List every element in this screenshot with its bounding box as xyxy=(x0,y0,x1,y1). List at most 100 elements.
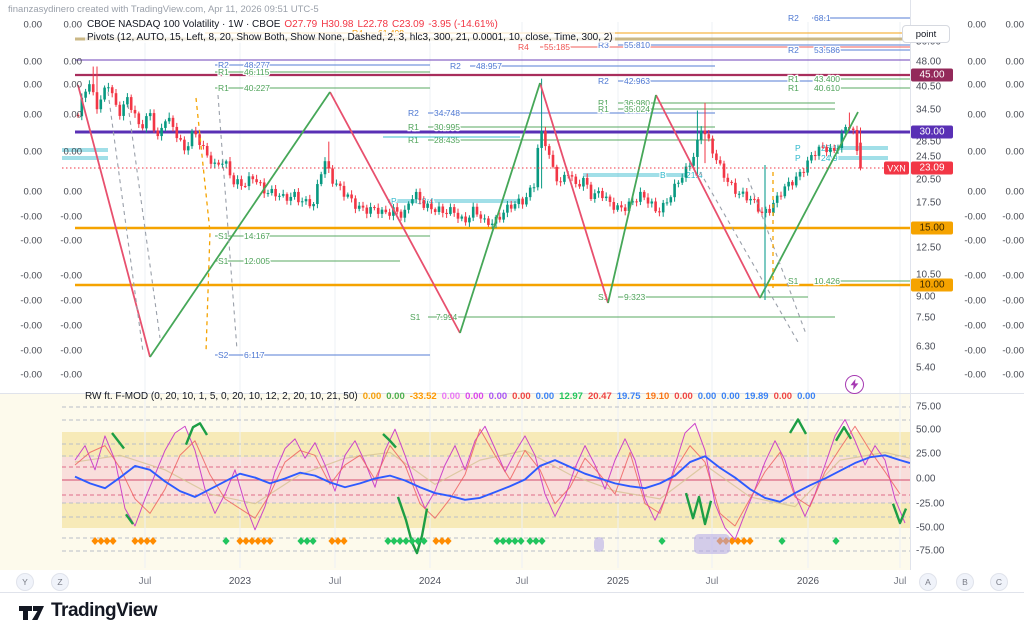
time-label: 2025 xyxy=(606,576,630,587)
fmod-indicator-values: 0.00 0.00 -33.52 0.00 0.00 0.00 0.00 0.00 12.97 2… xyxy=(358,391,816,402)
chart-bottom-border xyxy=(0,592,1024,593)
pivot-value: 12.005 xyxy=(244,256,270,266)
signal-diamond xyxy=(493,537,501,545)
pivot-value: 36.980 xyxy=(624,98,650,108)
scale-zero-value: -0.00 xyxy=(1002,320,1024,332)
scale-zero-value: -0.00 xyxy=(1002,270,1024,282)
price-level-badge: 30.00 xyxy=(911,125,953,139)
signal-diamond xyxy=(248,537,256,545)
pane-divider[interactable] xyxy=(0,393,1024,394)
pivot-label: R1 xyxy=(218,67,229,77)
signal-diamond xyxy=(91,537,99,545)
price-tick: 28.50 xyxy=(916,136,942,148)
scale-zero-value: 0.00 xyxy=(63,79,83,91)
price-tick: 10.50 xyxy=(916,269,942,281)
signal-diamond xyxy=(734,537,742,545)
timeframe-button-b[interactable]: B xyxy=(956,573,974,591)
indicator-value: 0.00 xyxy=(362,391,382,402)
indicator-value: 0.00 xyxy=(535,391,555,402)
pivot-value: 40.610 xyxy=(814,83,840,93)
scale-zero-value: 0.00 xyxy=(23,79,43,91)
pivot-label: R1 xyxy=(218,83,229,93)
flash-publish-icon[interactable] xyxy=(845,375,864,394)
indicator-line xyxy=(111,432,125,450)
signal-diamond xyxy=(432,537,440,545)
signal-diamond xyxy=(538,537,546,545)
pivot-label: B xyxy=(660,170,666,180)
price-scale-unit-button[interactable]: point xyxy=(902,25,950,43)
tradingview-logo[interactable]: TradingView xyxy=(18,600,158,622)
scale-zero-value: -0.00 xyxy=(20,345,42,357)
pivot-value: 9.323 xyxy=(624,292,646,302)
signal-blob xyxy=(594,537,604,552)
symbol-legend[interactable]: CBOE NASDAQ 100 Volatility · 1W · CBOE O2… xyxy=(85,19,500,30)
watermark: finanzasydinero created with TradingView… xyxy=(8,4,319,15)
pivot-value: 40.227 xyxy=(244,83,270,93)
scale-zero-value: 0.00 xyxy=(63,56,83,68)
scale-zero-value: -0.00 xyxy=(20,295,42,307)
pivot-value: 53.586 xyxy=(814,45,840,55)
signal-diamond xyxy=(143,537,151,545)
pivot-value: 14.167 xyxy=(244,231,270,241)
time-label: 2023 xyxy=(228,576,252,587)
pivot-label: R2 xyxy=(788,13,799,23)
indicator-tick: 75.00 xyxy=(916,401,942,413)
price-level-badge: 45.00 xyxy=(911,68,953,82)
indicator-value: 0.00 xyxy=(797,391,816,402)
scale-zero-value: -0.00 xyxy=(964,295,986,307)
scale-zero-value: -0.00 xyxy=(964,235,986,247)
scale-zero-value: 0.00 xyxy=(967,79,987,91)
indicator-tick: 0.00 xyxy=(916,473,936,485)
pivot-label: R2 xyxy=(788,45,799,55)
indicator-tick: -75.00 xyxy=(916,545,945,557)
indicator-value: 19.89 xyxy=(744,391,769,402)
scale-zero-value: 0.00 xyxy=(1005,56,1024,68)
scale-zero-value: 0.00 xyxy=(1005,79,1024,91)
timeframe-button-a[interactable]: A xyxy=(919,573,937,591)
signal-diamond xyxy=(517,537,525,545)
scale-zero-value: 0.00 xyxy=(1005,19,1024,31)
ohlc-part: -3.95 (-14.61%) xyxy=(428,19,498,30)
pivot-label: R1 xyxy=(788,83,799,93)
scale-zero-value: -0.00 xyxy=(60,235,82,247)
indicator-value: 0.00 xyxy=(386,391,405,402)
time-label: 2024 xyxy=(418,576,442,587)
pivot-value: 48.277 xyxy=(244,60,270,70)
timeframe-button-z[interactable]: Z xyxy=(51,573,69,591)
timeframe-button-c[interactable]: C xyxy=(990,573,1008,591)
scale-zero-value: 0.00 xyxy=(23,146,43,158)
scale-zero-value: -0.00 xyxy=(20,211,42,223)
pivot-label: S1 xyxy=(788,276,799,286)
scale-zero-value: 0.00 xyxy=(23,186,43,198)
pivot-value: 42.963 xyxy=(624,76,650,86)
scale-zero-value: -0.00 xyxy=(20,369,42,381)
scale-zero-value: -0.00 xyxy=(1002,369,1024,381)
pivots-indicator-legend[interactable]: Pivots (12, AUTO, 15, Left, 8, 20, Show … xyxy=(85,32,615,43)
pivot-label: R1 xyxy=(598,104,609,114)
signal-diamond xyxy=(303,537,311,545)
last-price-symbol-badge: VXN xyxy=(884,161,909,175)
pivot-value: 55.810 xyxy=(624,40,650,50)
scale-zero-value: 0.00 xyxy=(1005,146,1024,158)
signal-diamond xyxy=(499,537,507,545)
signal-diamond xyxy=(526,537,534,545)
time-axis[interactable]: Jul 2023 Jul 2024 Jul 2025 Jul 2026 Jul Y Z A B C xyxy=(0,570,1024,592)
signal-diamond xyxy=(438,537,446,545)
pivot-label: S1 xyxy=(410,312,421,322)
timeframe-button-y[interactable]: Y xyxy=(16,573,34,591)
fmod-indicator-legend[interactable]: RW ft. F-MOD (0, 20, 10, 1, 5, 0, 20, 10… xyxy=(85,391,816,402)
scale-zero-value: 0.00 xyxy=(967,186,987,198)
zigzag-pink xyxy=(655,94,761,299)
signal-diamond xyxy=(740,537,748,545)
signal-diamond xyxy=(746,537,754,545)
indicator-tick: -50.00 xyxy=(916,522,945,534)
scale-zero-value: 0.00 xyxy=(63,146,83,158)
pivot-value: 6.117 xyxy=(244,350,265,360)
time-label: Jul xyxy=(138,576,152,587)
pivot-label: R1 xyxy=(408,122,419,132)
price-tick: 24.50 xyxy=(916,151,942,163)
scale-zero-value: -0.00 xyxy=(60,211,82,223)
price-tick: 6.30 xyxy=(916,341,936,353)
signal-diamond xyxy=(716,537,724,545)
time-label: Jul xyxy=(705,576,719,587)
